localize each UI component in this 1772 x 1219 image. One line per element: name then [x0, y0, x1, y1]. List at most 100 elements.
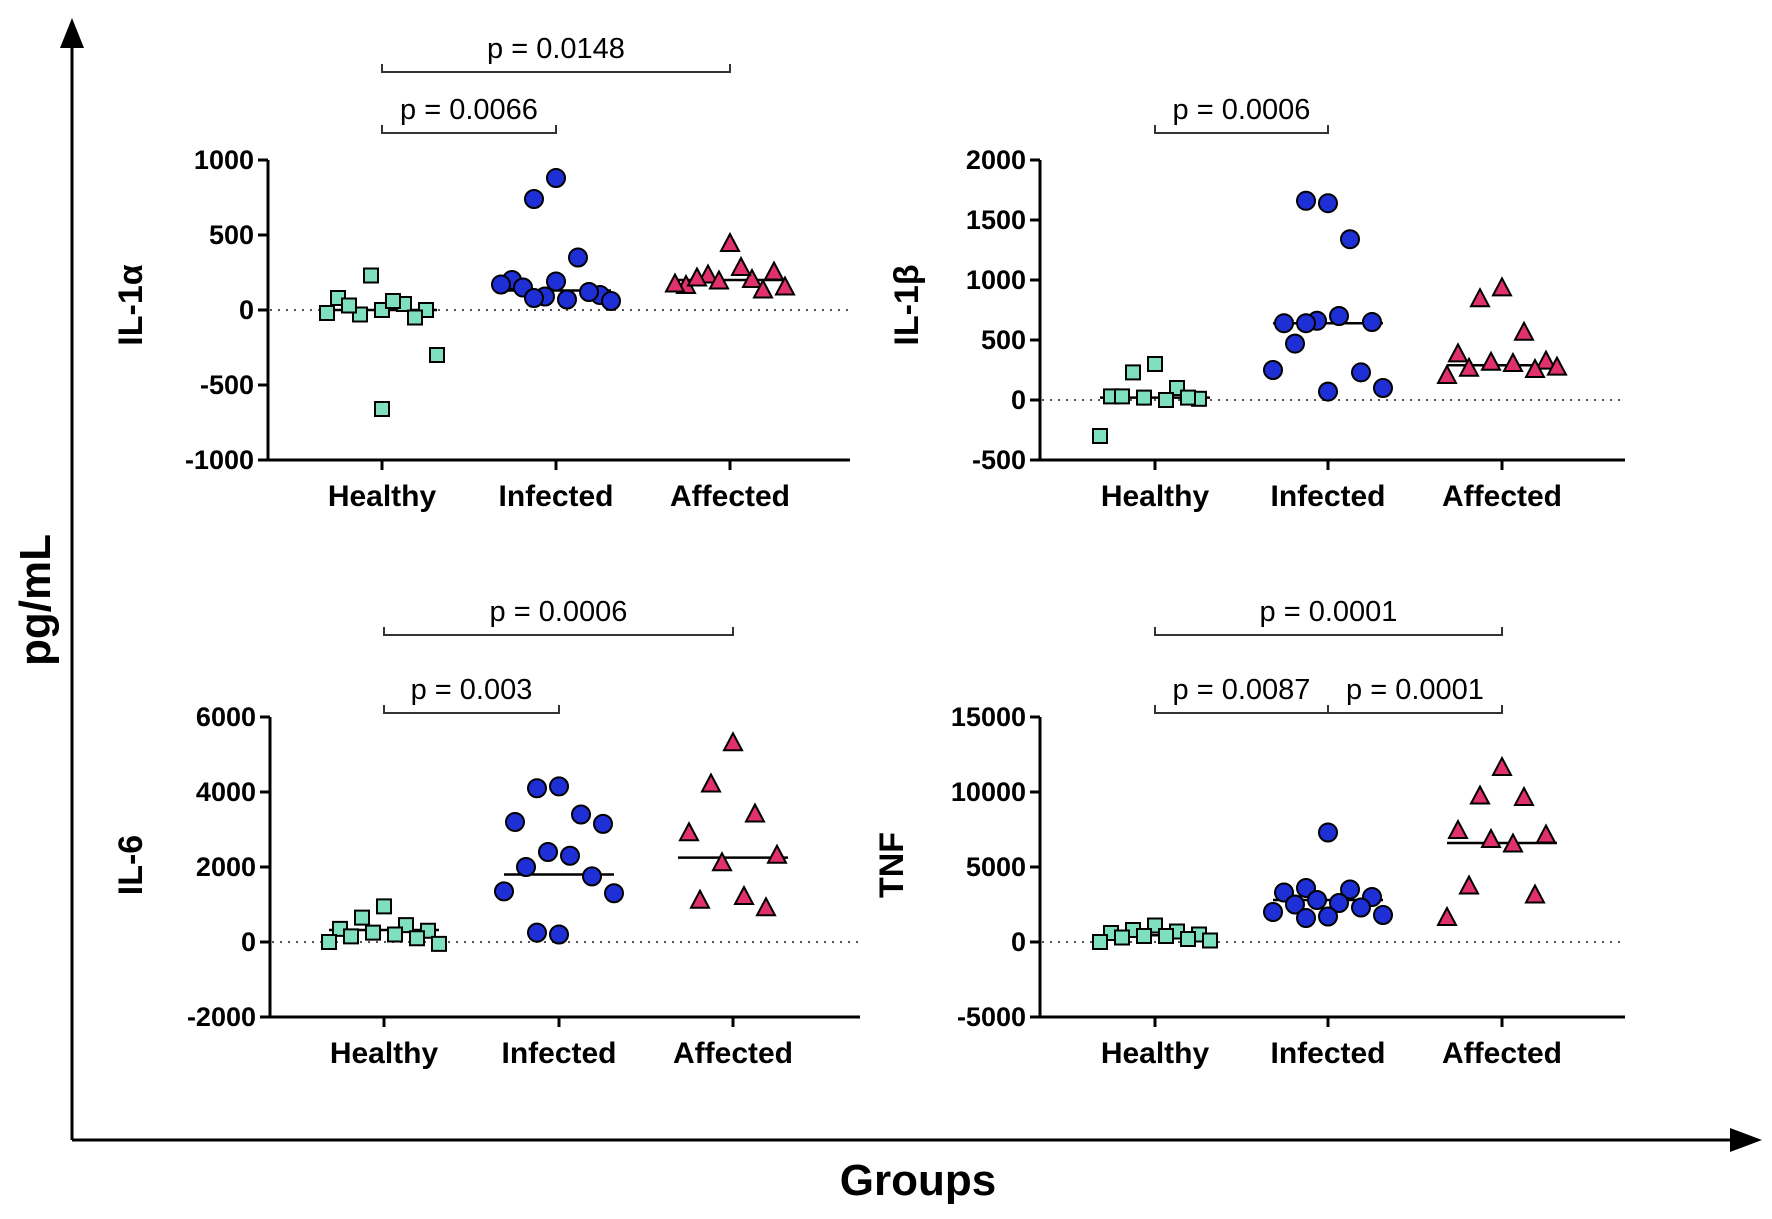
- p-value-label: p = 0.0087: [1173, 674, 1311, 706]
- data-point-affected: [708, 269, 730, 290]
- y-tick-label: 500: [981, 325, 1026, 355]
- data-point-affected: [1524, 357, 1546, 378]
- panel-3: -2000 0 2000 4000 6000 Healthy Infected Affecte…: [112, 596, 860, 1070]
- data-point-affected: [730, 255, 752, 276]
- data-point-affected: [744, 802, 766, 823]
- p-value-label: p = 0.0066: [400, 94, 538, 126]
- data-point-infected: [601, 291, 621, 311]
- data-point-affected: [1480, 350, 1502, 371]
- data-point-affected: [1480, 827, 1502, 848]
- data-point-healthy: [387, 926, 403, 943]
- x-tick-label-affected: Affected: [670, 480, 790, 513]
- p-value-label: p = 0.0001: [1346, 674, 1484, 706]
- y-tick-label: 0: [1011, 385, 1026, 415]
- data-point-infected: [1351, 362, 1371, 383]
- data-point-infected: [1285, 894, 1305, 915]
- data-point-affected: [1502, 351, 1524, 372]
- data-point-affected: [1447, 818, 1469, 839]
- data-point-infected: [1307, 890, 1327, 910]
- panel-y-label: TNF: [873, 832, 911, 898]
- data-point-affected: [1524, 883, 1546, 904]
- data-point-infected: [1263, 902, 1283, 922]
- data-point-affected: [1436, 363, 1458, 384]
- data-point-healthy: [1092, 934, 1108, 950]
- data-point-infected: [527, 778, 547, 799]
- y-tick-label: 4000: [196, 777, 256, 807]
- data-point-affected: [1513, 785, 1535, 806]
- data-point-affected: [1502, 832, 1524, 853]
- bracket-line: [381, 125, 557, 134]
- significance-bracket: p = 0.0087: [1154, 674, 1329, 714]
- data-point-healthy: [363, 267, 379, 284]
- x-tick-label-affected: Affected: [1442, 480, 1562, 513]
- data-point-affected: [741, 267, 763, 288]
- panel-y-label: IL-1β: [888, 264, 926, 345]
- series-affected: [1436, 276, 1568, 384]
- series-affected: [1436, 755, 1557, 926]
- data-point-infected: [1373, 378, 1393, 398]
- y-tick-label: -500: [972, 445, 1026, 475]
- x-tick-label-infected: Infected: [498, 480, 613, 513]
- data-point-infected: [527, 922, 547, 943]
- data-point-healthy: [1202, 932, 1218, 949]
- x-tick-label-healthy: Healthy: [330, 1037, 439, 1070]
- data-point-infected: [1296, 908, 1316, 928]
- data-point-healthy: [354, 909, 370, 926]
- data-point-infected: [1274, 313, 1294, 334]
- data-point-infected: [557, 289, 577, 310]
- y-tick-label: 500: [209, 220, 254, 250]
- data-point-infected: [604, 883, 624, 904]
- data-point-affected: [1436, 905, 1458, 926]
- global-y-axis-arrow: [60, 18, 84, 48]
- significance-bracket: p = 0.0006: [1154, 94, 1329, 134]
- data-point-affected: [719, 231, 741, 252]
- data-point-affected: [755, 896, 777, 917]
- data-point-affected: [733, 884, 755, 905]
- data-point-infected: [1362, 312, 1382, 332]
- series-healthy: [1092, 917, 1218, 950]
- panel-1: -1000 -500 0 500 1000 Healthy Infected Affected…: [112, 33, 850, 513]
- data-point-healthy: [1180, 389, 1196, 406]
- data-point-infected: [1340, 879, 1360, 900]
- data-point-healthy: [321, 934, 337, 950]
- data-point-affected: [686, 266, 708, 287]
- data-point-healthy: [365, 924, 381, 941]
- data-point-affected: [1469, 784, 1491, 805]
- panel-y-label: IL-6: [112, 835, 150, 895]
- x-tick-label-affected: Affected: [1442, 1037, 1562, 1070]
- bracket-line: [383, 627, 734, 636]
- significance-bracket: p = 0.0006: [383, 596, 734, 636]
- data-point-affected: [1447, 342, 1469, 363]
- data-point-healthy: [431, 935, 447, 952]
- data-point-infected: [546, 271, 566, 292]
- p-value-label: p = 0.0006: [490, 596, 628, 628]
- data-point-infected: [494, 881, 514, 902]
- data-point-affected: [766, 843, 788, 864]
- p-value-label: p = 0.0001: [1260, 596, 1398, 628]
- data-point-healthy: [319, 305, 335, 321]
- data-point-healthy: [429, 347, 445, 363]
- global-x-axis-arrow: [1730, 1128, 1762, 1152]
- y-tick-label: 1500: [966, 205, 1026, 235]
- p-value-label: p = 0.0148: [487, 33, 625, 65]
- data-point-affected: [664, 272, 686, 293]
- series-healthy: [1092, 356, 1210, 444]
- x-tick-label-infected: Infected: [1270, 480, 1385, 513]
- data-point-affected: [774, 275, 796, 296]
- data-point-infected: [1285, 333, 1305, 354]
- data-point-infected: [549, 924, 569, 945]
- data-point-infected: [1351, 897, 1371, 918]
- panel-4: -5000 0 5000 10000 15000 Healthy Infected Affec…: [873, 596, 1625, 1070]
- data-point-affected: [722, 731, 744, 752]
- data-point-affected: [711, 851, 733, 872]
- y-tick-label: 1000: [966, 265, 1026, 295]
- data-point-affected: [1458, 874, 1480, 895]
- data-point-affected: [1458, 356, 1480, 377]
- data-point-infected: [579, 282, 599, 302]
- data-point-infected: [1263, 360, 1283, 380]
- data-point-affected: [1535, 349, 1557, 370]
- x-tick-label-healthy: Healthy: [1101, 480, 1210, 513]
- data-point-infected: [524, 189, 544, 209]
- data-point-infected: [538, 842, 558, 862]
- global-y-axis-label: pg/mL: [11, 534, 60, 666]
